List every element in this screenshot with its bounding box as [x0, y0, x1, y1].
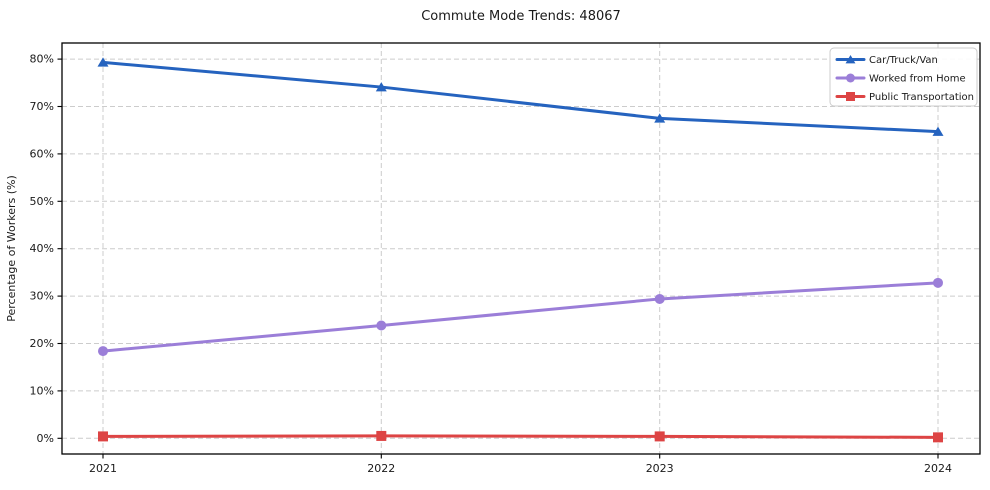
legend-box: [829, 47, 978, 107]
y-tick-label: 50%: [30, 195, 54, 208]
x-tick-label: 2021: [89, 462, 117, 475]
data-point-public-transportation: [376, 430, 387, 441]
y-tick-label: 70%: [30, 100, 54, 113]
data-point-worked-from-home: [654, 293, 665, 304]
legend-marker-worked-from-home: [846, 73, 855, 83]
legend: Car/Truck/Van Worked from Home Public Tran…: [829, 47, 978, 107]
y-tick-label: 80%: [30, 53, 54, 66]
data-point-worked-from-home: [376, 320, 387, 331]
series-line-worked-from-home: [101, 281, 940, 353]
data-point-public-transportation: [933, 432, 943, 443]
legend-label-worked-from-home: Worked from Home: [869, 74, 966, 85]
legend-marker-car-truck-van: [845, 55, 856, 64]
y-tick-label: 20%: [30, 337, 54, 350]
chart-title: Commute Mode Trends: 48067: [421, 9, 621, 24]
legend-label-car-truck-van: Car/Truck/Van: [869, 55, 938, 66]
data-point-car-truck-van: [654, 113, 666, 123]
y-tick-label: 60%: [30, 147, 54, 160]
legend-marker-public-transportation: [846, 92, 855, 101]
data-point-car-truck-van: [375, 82, 387, 92]
y-axis-label: Percentage of Workers (%): [5, 175, 18, 322]
y-tick-label: 30%: [30, 290, 54, 303]
y-tick-label: 0%: [37, 432, 54, 445]
data-point-car-truck-van: [932, 126, 944, 136]
series-line-car-truck-van: [101, 60, 940, 134]
series-line-public-transportation: [101, 434, 940, 439]
x-tick-label: 2024: [924, 462, 952, 475]
data-point-worked-from-home: [98, 346, 108, 357]
y-tick-label: 10%: [30, 384, 54, 397]
data-point-worked-from-home: [933, 277, 943, 288]
data-point-public-transportation: [654, 431, 665, 442]
data-point-car-truck-van: [97, 57, 109, 67]
data-point-public-transportation: [98, 431, 108, 442]
y-tick-label: 40%: [30, 242, 54, 255]
x-tick-label: 2023: [646, 462, 674, 475]
legend-label-public-transportation: Public Transportation: [869, 92, 974, 103]
x-tick-label: 2022: [367, 462, 395, 475]
